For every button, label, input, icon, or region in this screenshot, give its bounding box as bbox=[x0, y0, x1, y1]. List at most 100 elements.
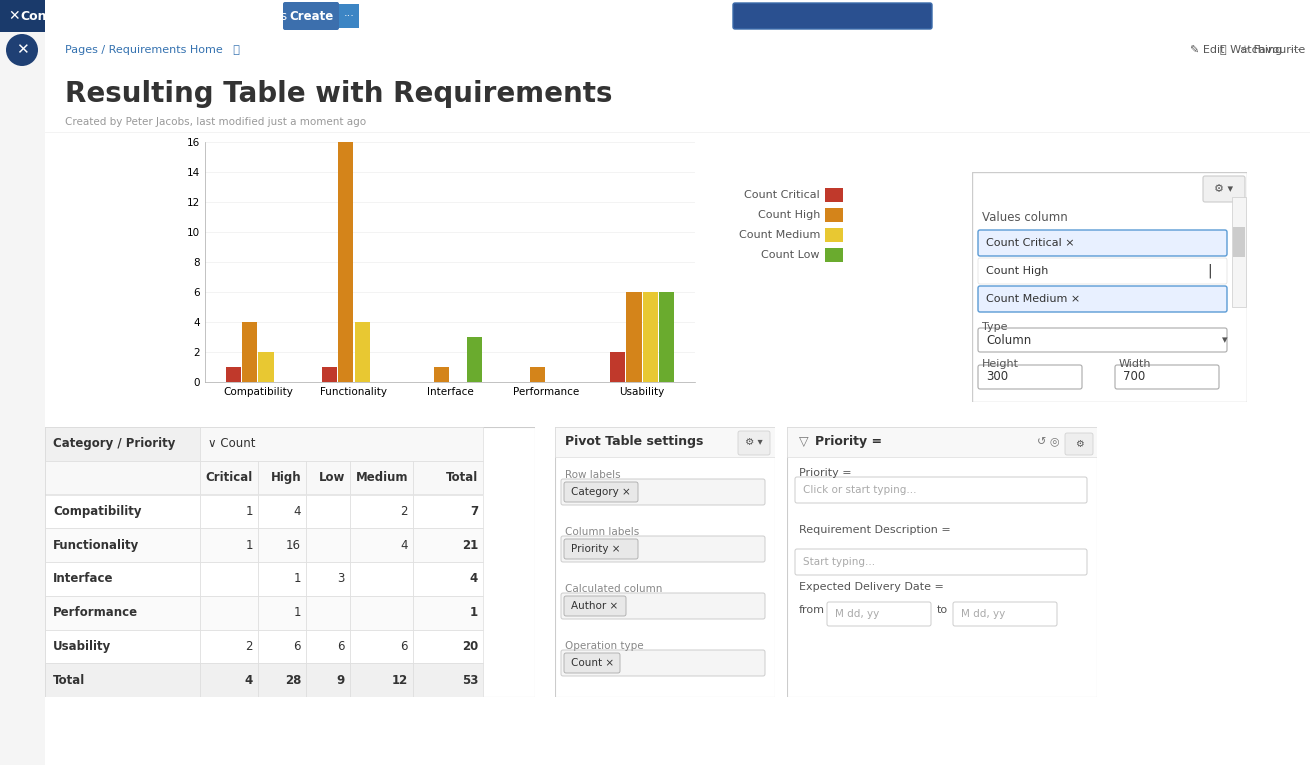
Text: Count High: Count High bbox=[757, 210, 820, 220]
Bar bbox=[643, 292, 658, 382]
Bar bbox=[307, 529, 350, 562]
Bar bbox=[413, 461, 483, 494]
FancyBboxPatch shape bbox=[561, 650, 765, 676]
Text: M dd, yy: M dd, yy bbox=[834, 609, 879, 619]
FancyBboxPatch shape bbox=[979, 230, 1227, 256]
Bar bbox=[45, 663, 200, 697]
Text: ↺ ◎: ↺ ◎ bbox=[1038, 437, 1060, 447]
Text: 1: 1 bbox=[293, 572, 301, 585]
FancyBboxPatch shape bbox=[561, 479, 765, 505]
FancyBboxPatch shape bbox=[565, 482, 638, 502]
Bar bbox=[350, 494, 413, 529]
Bar bbox=[1231, 197, 1246, 307]
Text: Critical: Critical bbox=[206, 471, 253, 484]
Text: 9: 9 bbox=[337, 674, 345, 687]
Text: Confluence: Confluence bbox=[20, 9, 98, 22]
Text: Interface: Interface bbox=[52, 572, 114, 585]
Text: 300: 300 bbox=[986, 370, 1009, 383]
Text: 21: 21 bbox=[461, 539, 478, 552]
Bar bbox=[413, 529, 483, 562]
Text: Operation type: Operation type bbox=[565, 641, 643, 651]
Text: Expected Delivery Date =: Expected Delivery Date = bbox=[799, 582, 945, 592]
Text: 1: 1 bbox=[293, 606, 301, 619]
Bar bbox=[555, 427, 776, 457]
Bar bbox=[258, 529, 307, 562]
Bar bbox=[1233, 227, 1244, 257]
FancyBboxPatch shape bbox=[795, 549, 1087, 575]
Text: Count Critical ×: Count Critical × bbox=[986, 238, 1074, 248]
Text: Created by Peter Jacobs, last modified just a moment ago: Created by Peter Jacobs, last modified j… bbox=[66, 117, 365, 127]
Text: Pivot Table settings: Pivot Table settings bbox=[565, 435, 703, 448]
Text: ✕: ✕ bbox=[8, 9, 20, 23]
Bar bbox=[307, 663, 350, 697]
Bar bbox=[322, 367, 337, 382]
Text: 1: 1 bbox=[245, 505, 253, 518]
Bar bbox=[350, 596, 413, 630]
Text: 6: 6 bbox=[338, 640, 345, 653]
Bar bbox=[258, 494, 307, 529]
Bar bbox=[787, 427, 1096, 457]
Bar bbox=[200, 529, 258, 562]
Text: 4: 4 bbox=[245, 674, 253, 687]
Text: Category ×: Category × bbox=[571, 487, 630, 497]
Text: 16: 16 bbox=[286, 539, 301, 552]
Bar bbox=[355, 322, 369, 382]
Text: 28: 28 bbox=[284, 674, 301, 687]
Text: Priority ×: Priority × bbox=[571, 544, 621, 554]
Text: Calculated column: Calculated column bbox=[565, 584, 663, 594]
Text: Start typing...: Start typing... bbox=[803, 557, 875, 567]
Bar bbox=[45, 529, 200, 562]
Text: |: | bbox=[1207, 264, 1212, 278]
Bar bbox=[258, 562, 307, 596]
Bar bbox=[0, 0, 45, 32]
Text: 2: 2 bbox=[245, 640, 253, 653]
Bar bbox=[466, 337, 482, 382]
Bar bbox=[626, 292, 642, 382]
Bar bbox=[610, 352, 625, 382]
Text: Count Low: Count Low bbox=[761, 250, 820, 260]
Text: Type: Type bbox=[982, 322, 1007, 332]
Text: Usability: Usability bbox=[52, 640, 111, 653]
Bar bbox=[45, 461, 200, 494]
Bar bbox=[413, 596, 483, 630]
Text: Column: Column bbox=[986, 334, 1031, 347]
FancyBboxPatch shape bbox=[1065, 433, 1093, 455]
Text: Total: Total bbox=[52, 674, 85, 687]
FancyBboxPatch shape bbox=[738, 431, 770, 455]
FancyBboxPatch shape bbox=[795, 477, 1087, 503]
Bar bbox=[339, 4, 359, 28]
Text: 20: 20 bbox=[461, 640, 478, 653]
Text: Category / Priority: Category / Priority bbox=[52, 438, 176, 451]
Text: Author ×: Author × bbox=[571, 601, 618, 611]
Bar bbox=[350, 663, 413, 697]
Bar bbox=[258, 352, 274, 382]
Circle shape bbox=[7, 34, 38, 66]
Bar bbox=[307, 461, 350, 494]
Text: 6: 6 bbox=[293, 640, 301, 653]
Text: Total: Total bbox=[445, 471, 478, 484]
Text: Contacts: Contacts bbox=[234, 9, 287, 22]
Bar bbox=[45, 630, 200, 663]
Bar bbox=[258, 461, 307, 494]
Text: Values column: Values column bbox=[982, 210, 1068, 223]
Text: Count Critical: Count Critical bbox=[744, 190, 820, 200]
Text: Click or start typing...: Click or start typing... bbox=[803, 485, 917, 495]
Bar bbox=[200, 663, 258, 697]
Bar bbox=[413, 494, 483, 529]
Text: Compatibility: Compatibility bbox=[52, 505, 141, 518]
Text: Priority =: Priority = bbox=[815, 435, 882, 448]
Bar bbox=[307, 494, 350, 529]
Bar bbox=[200, 461, 258, 494]
Bar bbox=[435, 367, 449, 382]
Text: People: People bbox=[189, 9, 227, 22]
Bar bbox=[200, 562, 258, 596]
Bar bbox=[45, 494, 200, 529]
Bar bbox=[307, 562, 350, 596]
FancyBboxPatch shape bbox=[952, 602, 1057, 626]
Bar bbox=[350, 630, 413, 663]
Bar bbox=[659, 292, 675, 382]
Text: Functionality: Functionality bbox=[52, 539, 139, 552]
Text: 4: 4 bbox=[401, 539, 407, 552]
FancyBboxPatch shape bbox=[1115, 365, 1220, 389]
Text: Height: Height bbox=[982, 359, 1019, 369]
